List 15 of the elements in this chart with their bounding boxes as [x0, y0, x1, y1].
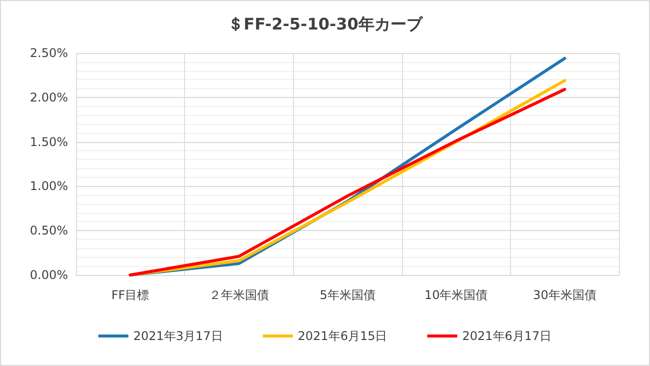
- chart-title: ＄FF-2-5-10-30年カーブ: [228, 14, 424, 34]
- y-tick-label: 1.50%: [30, 134, 68, 149]
- legend-label: 2021年6月15日: [298, 329, 388, 343]
- y-tick-label: 2.00%: [30, 90, 68, 104]
- x-tick-label: 30年米国債: [533, 288, 596, 302]
- legend-label: 2021年3月17日: [133, 329, 223, 343]
- x-tick-label: 10年米国債: [424, 288, 488, 302]
- y-tick-label: 0.50%: [30, 224, 68, 238]
- legend-label: 2021年6月17日: [462, 329, 552, 343]
- y-tick-label: 2.50%: [30, 46, 68, 60]
- y-tick-label: 0.00%: [30, 268, 68, 282]
- x-tick-label: 5年米国債: [320, 288, 376, 302]
- x-tick-label: FF目標: [111, 288, 150, 302]
- y-tick-label: 1.00%: [30, 179, 68, 194]
- x-tick-label: ２年米国債: [208, 288, 269, 302]
